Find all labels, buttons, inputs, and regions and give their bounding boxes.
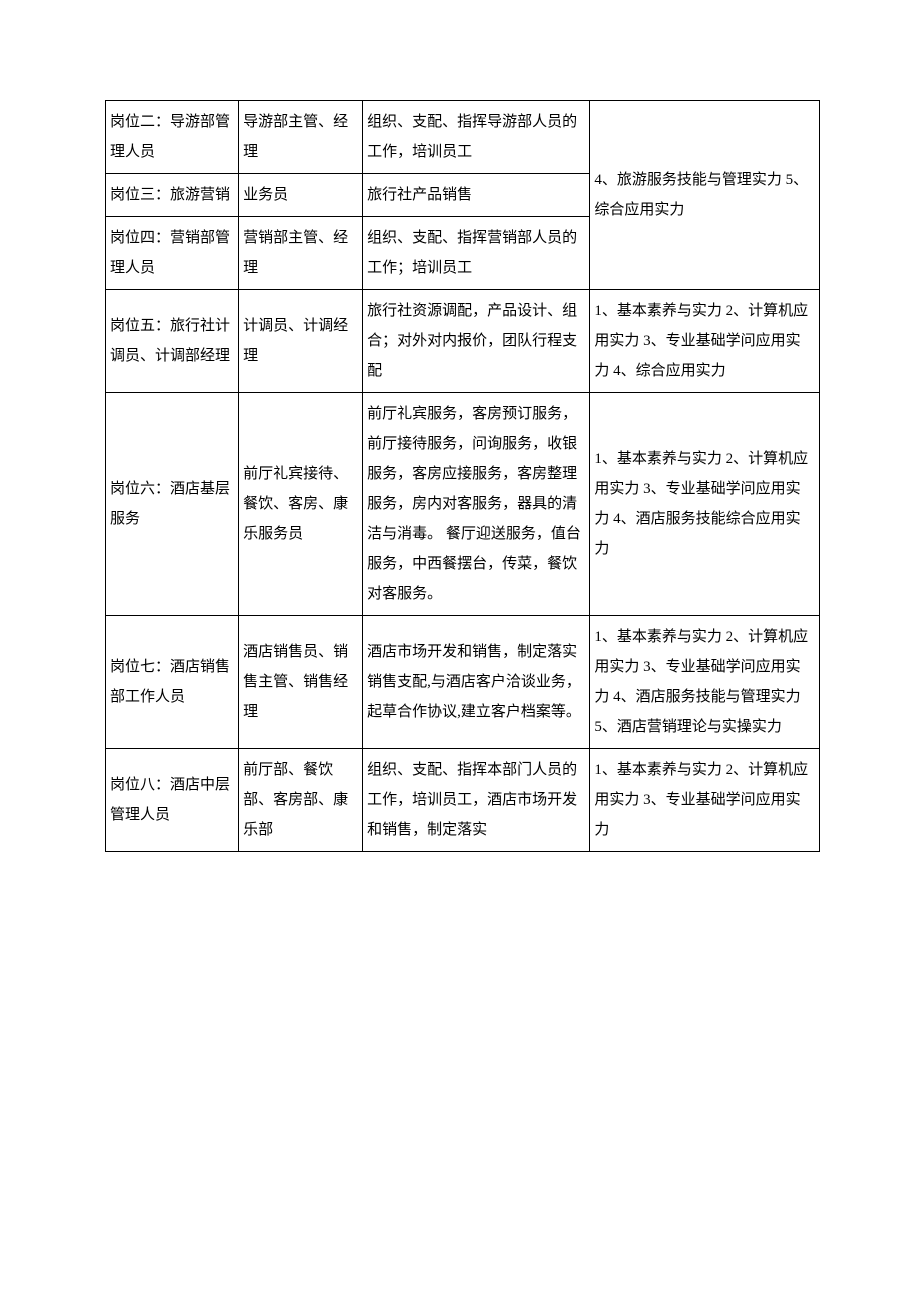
cell-position: 岗位五：旅行社计调员、计调部经理 [106, 290, 239, 393]
table-row: 岗位六：酒店基层服务 前厅礼宾接待、餐饮、客房、康乐服务员 前厅礼宾服务，客房预… [106, 393, 820, 616]
cell-role: 业务员 [239, 174, 363, 217]
cell-position: 岗位六：酒店基层服务 [106, 393, 239, 616]
cell-position: 岗位七：酒店销售部工作人员 [106, 616, 239, 749]
cell-duty: 组织、支配、指挥导游部人员的工作，培训员工 [363, 101, 590, 174]
cell-duty: 前厅礼宾服务，客房预订服务，前厅接待服务，问询服务，收银服务，客房应接服务，客房… [363, 393, 590, 616]
cell-duty: 组织、支配、指挥营销部人员的工作；培训员工 [363, 217, 590, 290]
cell-role: 计调员、计调经理 [239, 290, 363, 393]
table-row: 岗位七：酒店销售部工作人员 酒店销售员、销售主管、销售经理 酒店市场开发和销售，… [106, 616, 820, 749]
cell-role: 导游部主管、经理 [239, 101, 363, 174]
cell-position: 岗位三：旅游营销 [106, 174, 239, 217]
cell-skill: 1、基本素养与实力 2、计算机应用实力 3、专业基础学问应用实力 4、综合应用实… [590, 290, 820, 393]
cell-role: 酒店销售员、销售主管、销售经理 [239, 616, 363, 749]
cell-position: 岗位二：导游部管理人员 [106, 101, 239, 174]
positions-table: 岗位二：导游部管理人员 导游部主管、经理 组织、支配、指挥导游部人员的工作，培训… [105, 100, 820, 852]
cell-skill: 1、基本素养与实力 2、计算机应用实力 3、专业基础学问应用实力 [590, 749, 820, 852]
table-body: 岗位二：导游部管理人员 导游部主管、经理 组织、支配、指挥导游部人员的工作，培训… [106, 101, 820, 852]
table-row: 岗位五：旅行社计调员、计调部经理 计调员、计调经理 旅行社资源调配，产品设计、组… [106, 290, 820, 393]
cell-role: 前厅部、餐饮部、客房部、康乐部 [239, 749, 363, 852]
cell-role: 前厅礼宾接待、餐饮、客房、康乐服务员 [239, 393, 363, 616]
cell-skill: 1、基本素养与实力 2、计算机应用实力 3、专业基础学问应用实力 4、酒店服务技… [590, 393, 820, 616]
table-row: 岗位八：酒店中层管理人员 前厅部、餐饮部、客房部、康乐部 组织、支配、指挥本部门… [106, 749, 820, 852]
cell-skill: 4、旅游服务技能与管理实力 5、综合应用实力 [590, 101, 820, 290]
cell-duty: 酒店市场开发和销售，制定落实销售支配,与酒店客户洽谈业务，起草合作协议,建立客户… [363, 616, 590, 749]
table-row: 岗位二：导游部管理人员 导游部主管、经理 组织、支配、指挥导游部人员的工作，培训… [106, 101, 820, 174]
cell-position: 岗位八：酒店中层管理人员 [106, 749, 239, 852]
cell-position: 岗位四：营销部管理人员 [106, 217, 239, 290]
cell-skill: 1、基本素养与实力 2、计算机应用实力 3、专业基础学问应用实力 4、酒店服务技… [590, 616, 820, 749]
cell-duty: 组织、支配、指挥本部门人员的工作，培训员工，酒店市场开发和销售，制定落实 [363, 749, 590, 852]
cell-duty: 旅行社资源调配，产品设计、组合；对外对内报价，团队行程支配 [363, 290, 590, 393]
document-page: 岗位二：导游部管理人员 导游部主管、经理 组织、支配、指挥导游部人员的工作，培训… [0, 0, 920, 952]
cell-duty: 旅行社产品销售 [363, 174, 590, 217]
cell-role: 营销部主管、经理 [239, 217, 363, 290]
